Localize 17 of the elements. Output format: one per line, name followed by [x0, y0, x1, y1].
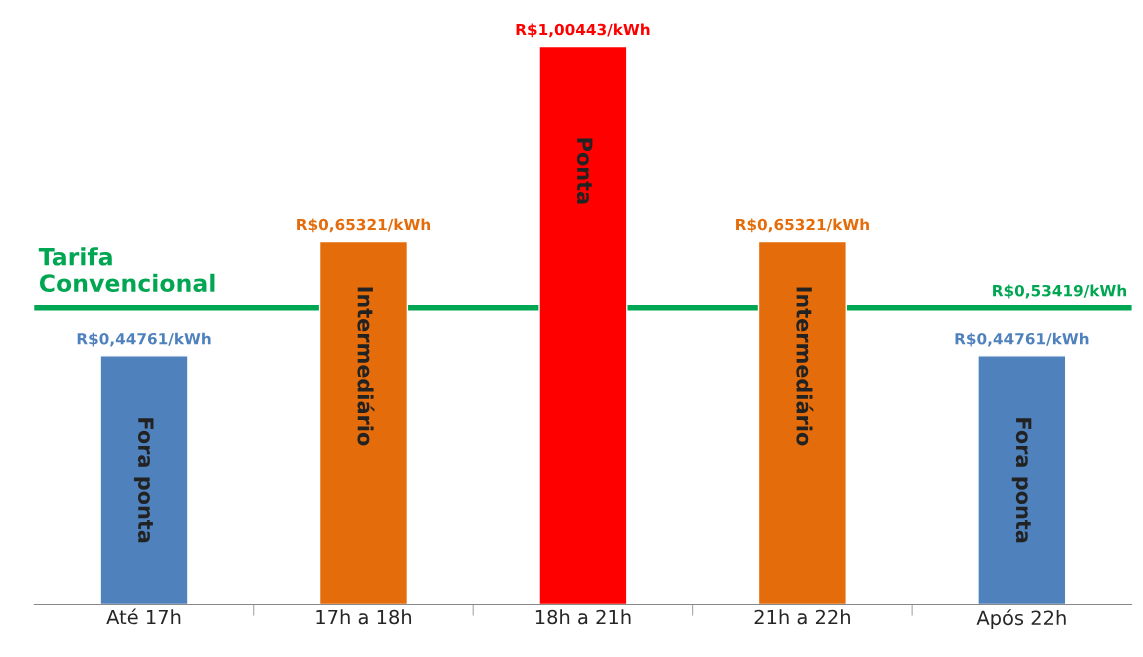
x-tick-label: Até 17h	[106, 608, 181, 625]
data-label: R$1,00443/kWh	[516, 23, 650, 38]
annotation: R$0,53419/kWh	[993, 284, 1126, 299]
annotation: Intermediário	[796, 287, 814, 446]
x-tick-label: 18h a 21h	[535, 609, 631, 625]
data-label: R$0,65321/kWh	[736, 218, 869, 233]
annotation: Fora ponta	[1011, 418, 1032, 543]
data-label: R$0,44761/kWh	[77, 332, 211, 347]
annotation: Ponta	[576, 138, 593, 204]
data-label: R$0,44761/kWh	[955, 332, 1089, 347]
annotation: Fora ponta	[133, 418, 154, 543]
ref-line-label: Tarifa Convencional	[38, 247, 215, 293]
x-tick-label: 21h a 22h	[754, 609, 850, 625]
x-tick-label: 17h a 18h	[316, 609, 412, 625]
annotation: Intermediário	[357, 287, 375, 446]
data-label: R$0,65321/kWh	[297, 218, 431, 233]
x-tick-label: Após 22h	[976, 609, 1066, 629]
